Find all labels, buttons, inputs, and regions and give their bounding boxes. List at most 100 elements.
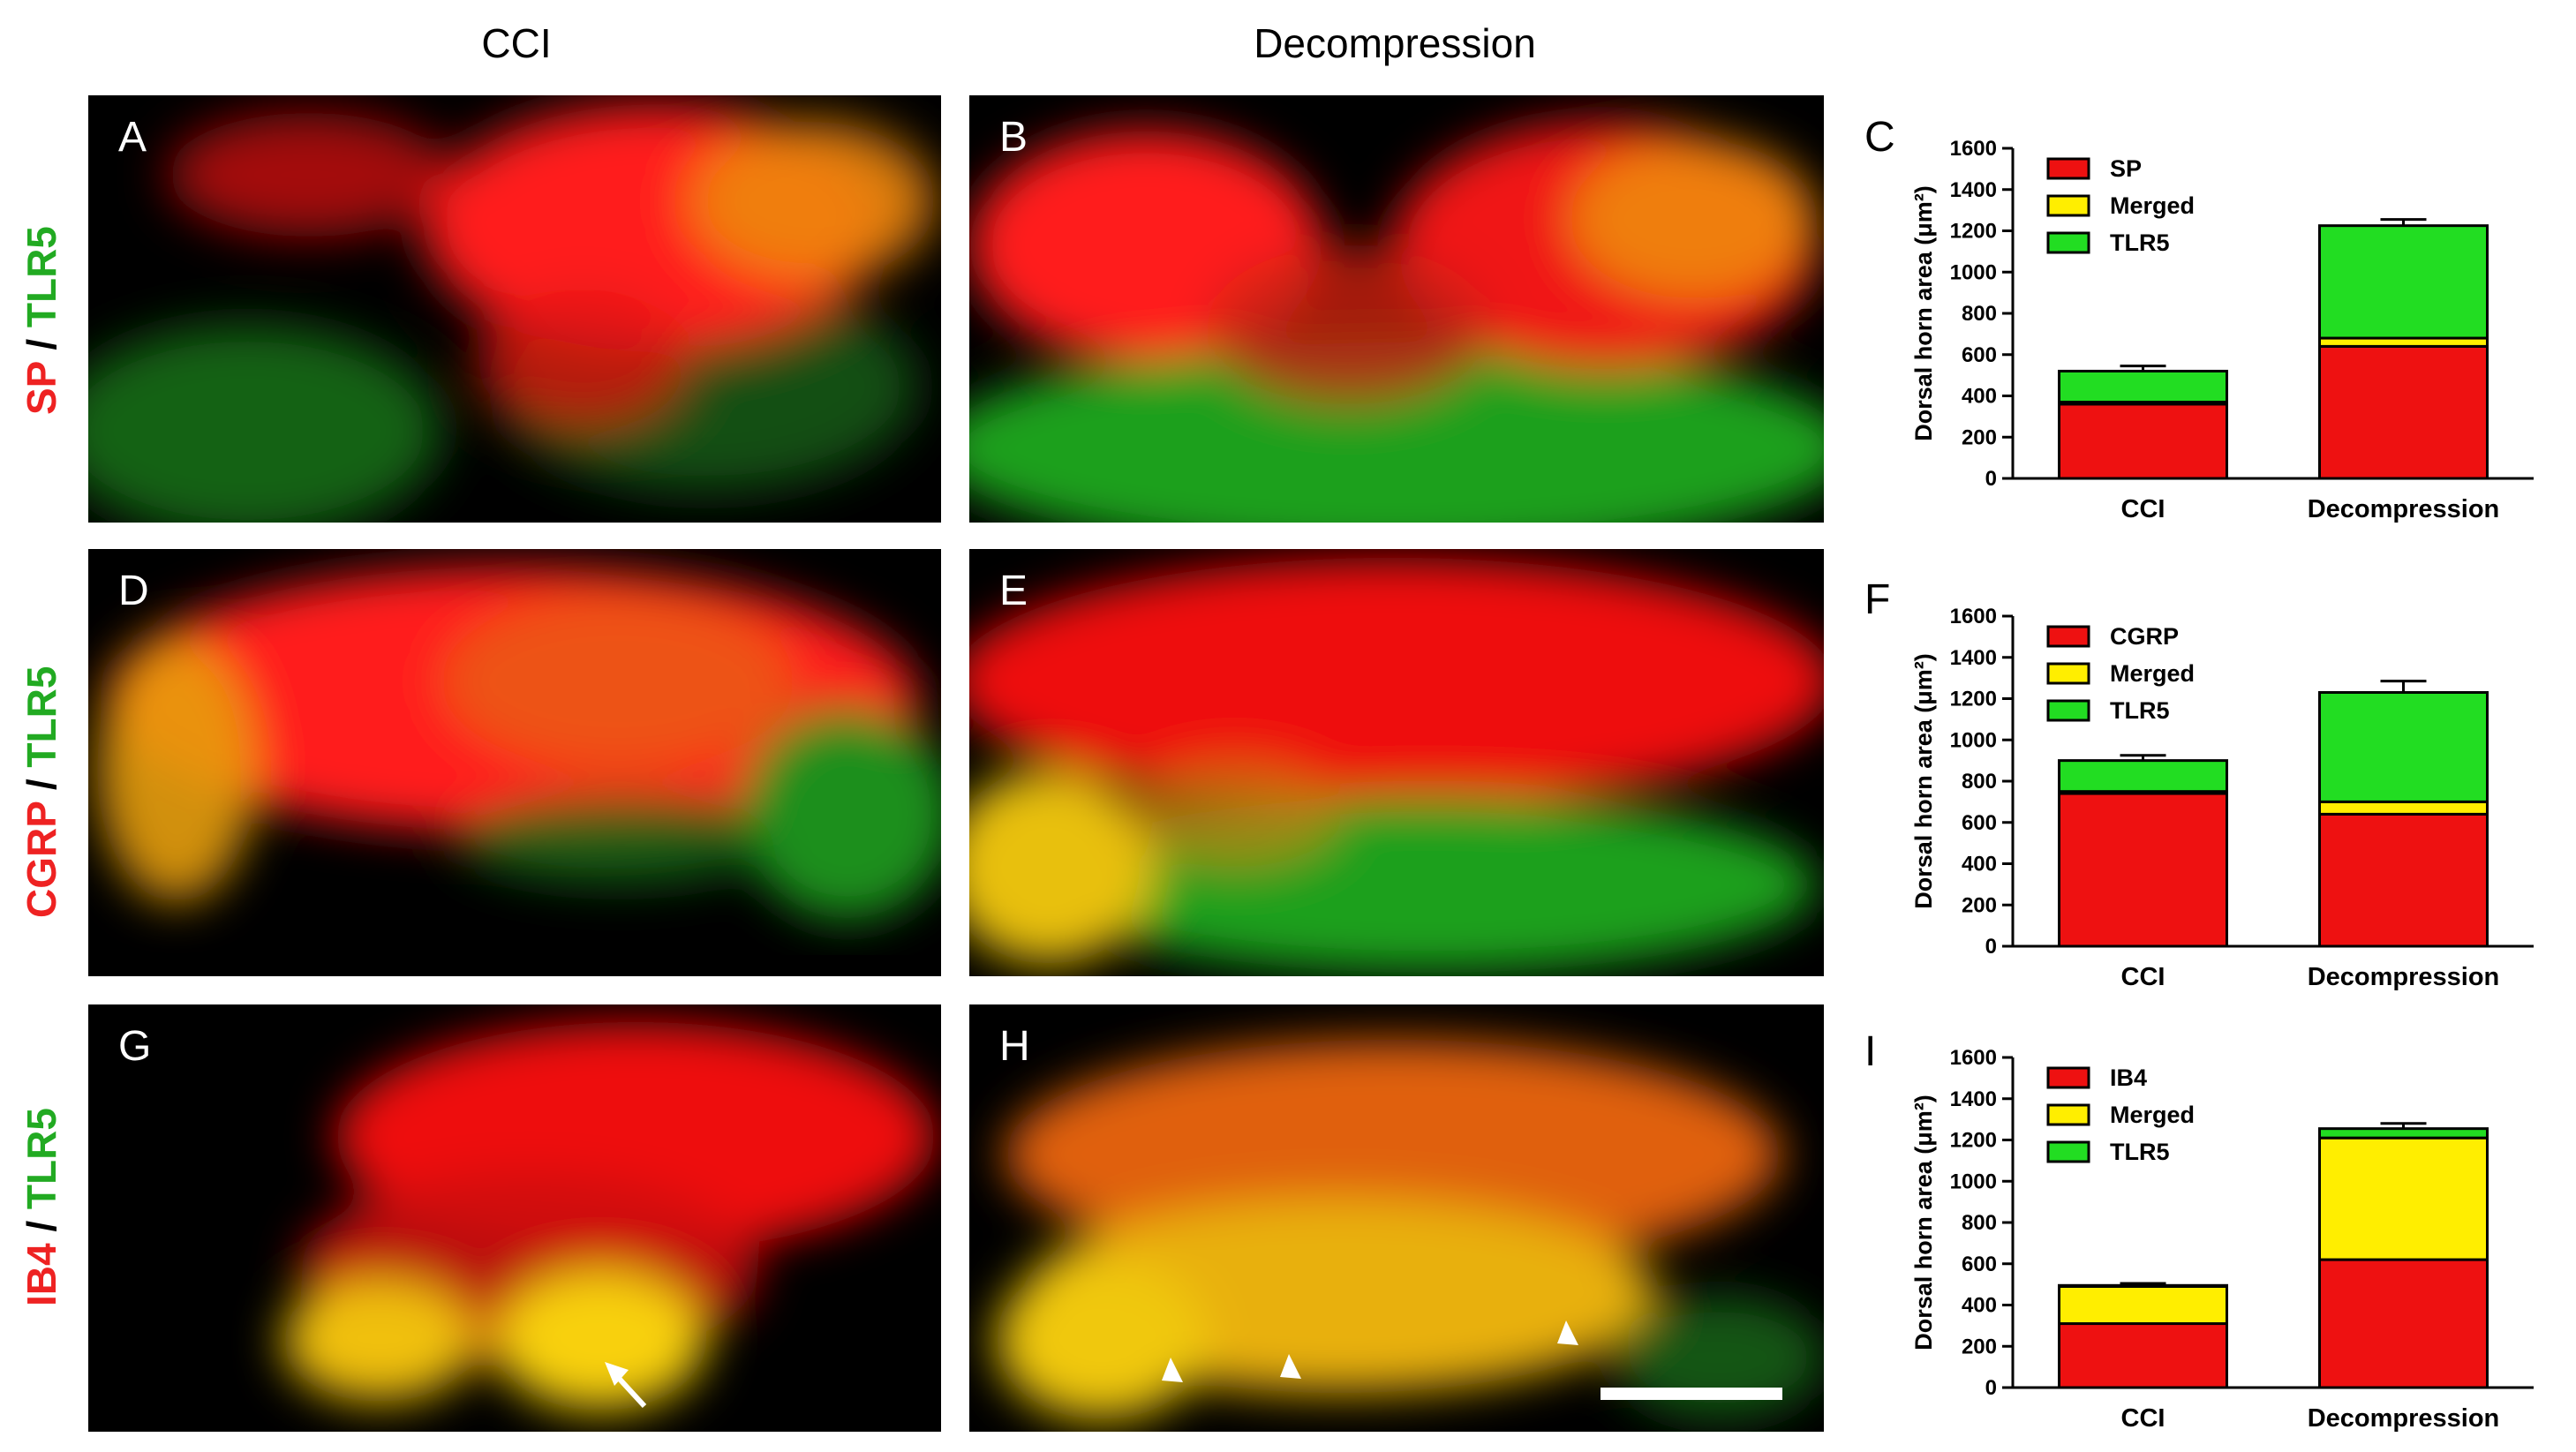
y-tick-label: 400 — [1962, 1294, 1997, 1318]
legend-label: TLR5 — [2110, 229, 2170, 256]
micrograph-panel-h: H — [969, 1004, 1824, 1432]
row-label-tlr: TLR5 — [19, 666, 64, 768]
legend-label: Merged — [2110, 660, 2195, 687]
row-label-marker: CGRP — [19, 801, 64, 918]
x-tick-label: CCI — [2121, 1404, 2165, 1433]
legend-swatch — [2046, 1066, 2090, 1089]
y-tick-label: 1000 — [1950, 1170, 1997, 1193]
legend-label: Merged — [2110, 192, 2195, 219]
bar-segment — [2058, 792, 2228, 948]
legend-swatch — [2046, 625, 2090, 648]
y-tick-label: 1400 — [1950, 1087, 1997, 1111]
arrowhead-icon — [1280, 1354, 1301, 1379]
row-label-slash: / — [19, 1220, 64, 1232]
bar-segment — [2318, 812, 2489, 948]
y-tick-label: 1600 — [1950, 1046, 1997, 1070]
legend-label: IB4 — [2110, 1065, 2147, 1091]
bar-segment — [2058, 1283, 2228, 1288]
x-tick-label: CCI — [2121, 495, 2165, 523]
y-tick-label: 200 — [1962, 1335, 1997, 1358]
column-header-decompression: Decompression — [1254, 20, 1536, 66]
y-tick-label: 800 — [1962, 770, 1997, 794]
bar-segment — [2318, 224, 2489, 340]
legend-swatch — [2046, 231, 2090, 254]
legend-swatch — [2046, 662, 2090, 685]
stacked-bar-chart-c: 0 200 400 600 800 1000 1200 1400 1600 Dorsal horn… — [1898, 132, 2569, 538]
panel-letter-f: F — [1864, 576, 1891, 623]
y-tick-label: 200 — [1962, 425, 1997, 449]
panel-letter-g: G — [118, 1023, 152, 1070]
y-tick-label: 1000 — [1950, 728, 1997, 752]
panel-letter-c: C — [1864, 114, 1895, 161]
y-tick-label: 0 — [1985, 467, 1997, 491]
legend-swatch — [2046, 1140, 2090, 1163]
x-tick-label: Decompression — [2308, 1404, 2500, 1433]
row-label-slash: / — [19, 779, 64, 791]
row-label-cgrp-tlr5: CGRP / TLR5 — [18, 666, 65, 918]
arrow-icon — [605, 1362, 647, 1409]
bar-segment — [2318, 800, 2489, 816]
bar-segment — [2058, 369, 2228, 404]
y-tick-label: 1400 — [1950, 646, 1997, 670]
y-tick-label: 0 — [1985, 935, 1997, 959]
y-tick-label: 600 — [1962, 1253, 1997, 1276]
panel-letter-h: H — [999, 1023, 1030, 1070]
y-tick-label: 1600 — [1950, 605, 1997, 628]
y-axis-label: Dorsal horn area (μm²) — [1910, 1095, 1937, 1350]
y-tick-label: 1200 — [1950, 220, 1997, 244]
y-tick-label: 0 — [1985, 1376, 1997, 1400]
x-tick-label: Decompression — [2308, 963, 2500, 991]
micrograph-panel-d: D — [88, 549, 941, 976]
micrograph-panel-b: B — [969, 95, 1824, 523]
row-label-slash: / — [19, 338, 64, 350]
arrowhead-icon — [1557, 1320, 1578, 1345]
arrowhead-icon — [1162, 1358, 1183, 1382]
x-tick-label: CCI — [2121, 963, 2165, 991]
micrograph-panel-e: E — [969, 549, 1824, 976]
legend-label: Merged — [2110, 1102, 2195, 1128]
legend-swatch — [2046, 157, 2090, 180]
bar-segment — [2058, 402, 2228, 480]
row-label-marker: IB4 — [19, 1243, 64, 1306]
panel-letter-b: B — [999, 114, 1028, 161]
y-axis-label: Dorsal horn area (μm²) — [1910, 185, 1937, 441]
bar-segment — [2318, 1136, 2489, 1261]
bar-segment — [2058, 759, 2228, 794]
legend-swatch — [2046, 194, 2090, 217]
panel-letter-a: A — [118, 114, 147, 161]
y-tick-label: 1200 — [1950, 1129, 1997, 1153]
legend-swatch — [2046, 699, 2090, 722]
y-tick-label: 1600 — [1950, 137, 1997, 161]
bar-segment — [2318, 690, 2489, 803]
column-header-cci: CCI — [481, 20, 552, 66]
y-tick-label: 1200 — [1950, 688, 1997, 711]
row-label-tlr: TLR5 — [19, 1108, 64, 1210]
y-tick-label: 800 — [1962, 1211, 1997, 1235]
panel-letter-i: I — [1864, 1028, 1877, 1075]
legend-swatch — [2046, 1103, 2090, 1126]
y-tick-label: 1400 — [1950, 178, 1997, 202]
legend-label: CGRP — [2110, 623, 2179, 650]
micrograph-panel-a: A — [88, 95, 941, 523]
row-label-marker: SP — [19, 361, 64, 415]
y-tick-label: 400 — [1962, 385, 1997, 409]
row-label-ib4-tlr5: IB4 / TLR5 — [18, 1108, 65, 1306]
micrograph-panel-g: G — [88, 1004, 941, 1432]
y-tick-label: 600 — [1962, 811, 1997, 835]
legend-label: TLR5 — [2110, 1139, 2170, 1165]
x-tick-label: Decompression — [2308, 495, 2500, 523]
bar-segment — [2058, 1284, 2228, 1326]
bar-segment — [2058, 1322, 2228, 1389]
bar-segment — [2318, 344, 2489, 480]
y-tick-label: 200 — [1962, 893, 1997, 917]
y-tick-label: 800 — [1962, 302, 1997, 326]
stacked-bar-chart-i: 0 200 400 600 800 1000 1200 1400 1600 Dorsal horn… — [1898, 1042, 2569, 1448]
panel-letter-e: E — [999, 568, 1028, 614]
legend-label: SP — [2110, 155, 2142, 182]
scale-bar — [1601, 1388, 1782, 1400]
bar-segment — [2318, 1258, 2489, 1389]
legend-label: TLR5 — [2110, 697, 2170, 724]
y-axis-label: Dorsal horn area (μm²) — [1910, 653, 1937, 909]
bar-segment — [2318, 1127, 2489, 1140]
y-tick-label: 1000 — [1950, 260, 1997, 284]
